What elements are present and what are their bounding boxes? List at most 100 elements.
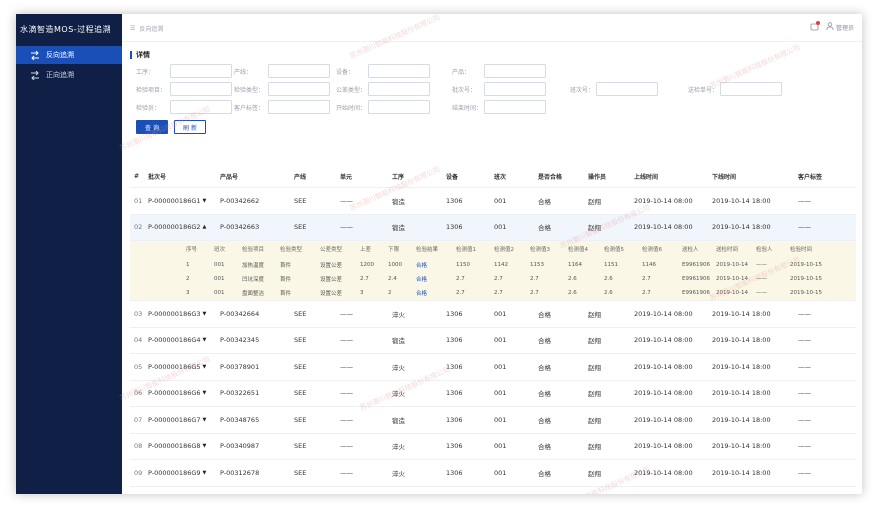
col-shift: 001 <box>494 460 506 486</box>
col-unit-text: —— <box>340 389 353 398</box>
refresh-button[interactable]: 刷 新 <box>174 120 206 134</box>
filter-row-2: 检验项目： 检验类型： 公差类型： 批次号： 班次号： 送检单号： <box>136 82 856 96</box>
col-index-text: 01 <box>134 196 143 205</box>
expand-caret-icon[interactable]: ▼ <box>202 469 207 476</box>
col-process: 锻造 <box>392 215 405 241</box>
col-qualified-text: 合格 <box>538 224 551 233</box>
table-row[interactable]: 01 P-000000186G1 ▼ P-00342662 SEE —— 锻造 1306 001… <box>130 188 856 215</box>
col-unit-text: —— <box>340 468 353 477</box>
col-tag-text: —— <box>798 442 811 451</box>
col-device: 1306 <box>446 328 463 354</box>
user-name[interactable]: 管理员 <box>835 24 854 32</box>
detail-cell: 1153 <box>530 262 544 268</box>
sidebar-item-forward-trace[interactable]: 正向追溯 <box>16 66 122 84</box>
header-col-online: 上线时间 <box>634 174 659 181</box>
col-device: 1306 <box>446 487 463 495</box>
line-input[interactable] <box>268 64 330 78</box>
col-offline: 2019-10-14 18:00 <box>712 215 771 241</box>
sidebar-item-reverse-trace[interactable]: 反向追溯 <box>16 46 122 64</box>
trace-table: # 批次号 产品号 产线 单元 工序 设备 班次 是否合格 操作员 上线时间 下线时间 客户标签 01 P… <box>130 166 856 494</box>
col-index: 04 <box>134 328 142 354</box>
col-line-text: SEE <box>294 389 307 398</box>
device-input[interactable] <box>368 64 430 78</box>
detail-header-cell: 下限 <box>388 247 400 253</box>
table-row[interactable]: 02 P-000000186G2 ▲ P-00342663 SEE —— 锻造 1306 001… <box>130 214 856 241</box>
detail-cell: 2.7 <box>530 290 539 296</box>
filter-start-time: 开始时间： <box>336 100 430 114</box>
table-row[interactable]: 08 P-000000186G8 ▼ P-00340987 SEE —— 淬火 1306 001… <box>130 434 856 460</box>
batch-input[interactable] <box>484 82 546 96</box>
col-device-text: 1306 <box>446 223 463 232</box>
col-process: 淬火 <box>392 434 405 460</box>
customer-tag-input[interactable] <box>268 100 330 114</box>
col-product-text: P-00342664 <box>220 309 260 318</box>
table-row[interactable]: 06 P-000000186G6 ▼ P-00322651 SEE —— 淬火 1306 001… <box>130 381 856 407</box>
col-process-text: 锻造 <box>392 197 405 206</box>
col-unit: —— <box>340 460 353 486</box>
col-tag: —— <box>798 487 811 495</box>
filter-product: 产品： <box>452 64 546 78</box>
detail-cell: E9961906 <box>682 262 710 268</box>
detail-header-cell: 序号 <box>186 247 198 253</box>
col-tag: —— <box>798 354 811 380</box>
col-operator-text: 赵翔 <box>588 224 601 233</box>
product-input[interactable] <box>484 64 546 78</box>
notification-icon[interactable] <box>810 21 820 32</box>
detail-row: 1 001 加热温度 首件 设置公差 1200 1000 合格 1150 1142 1153 1164… <box>130 259 856 271</box>
shift-input[interactable] <box>596 82 658 96</box>
expand-caret-icon[interactable]: ▼ <box>202 363 207 370</box>
process-input[interactable] <box>170 64 232 78</box>
table-row[interactable]: 09 P-000000186G9 ▼ P-00312678 SEE —— 淬火 1306 001… <box>130 460 856 487</box>
col-qualified-text: 合格 <box>538 363 551 372</box>
query-button[interactable]: 查 询 <box>136 120 168 134</box>
col-device: 1306 <box>446 301 463 327</box>
col-process-text: 淬火 <box>392 443 405 452</box>
col-operator: 赵翔 <box>588 381 601 407</box>
col-batch-text: P-000000186G3 <box>148 309 201 318</box>
col-unit-text: —— <box>340 442 353 451</box>
col-process: 淬火 <box>392 381 405 407</box>
inspector-input[interactable] <box>170 100 232 114</box>
table-row[interactable]: 07 P-000000186G7 ▼ P-00348765 SEE —— 锻造 1306 001… <box>130 407 856 434</box>
header-col-index: # <box>134 173 140 180</box>
col-product: P-00342662 <box>220 188 259 214</box>
col-online-text: 2019-10-14 08:00 <box>634 389 693 398</box>
col-batch-text: P-000000186G9 <box>148 468 201 477</box>
col-process-text: 锻造 <box>392 224 405 233</box>
detail-cell: 加热温度 <box>242 263 265 269</box>
end-time-input[interactable] <box>484 100 546 114</box>
detail-cell: 1000 <box>388 262 402 268</box>
col-product-text: P-00348765 <box>220 415 260 424</box>
inspect-item-input[interactable] <box>170 82 232 96</box>
tolerance-type-input[interactable] <box>368 82 430 96</box>
table-row[interactable]: 10 P-000000186GX▼ P-00349872 SEE —— 锻造 1306 001… <box>130 487 856 495</box>
col-line: SEE <box>294 487 306 495</box>
col-process: 淬火 <box>392 460 405 486</box>
detail-row: 2 001 凹坑深度 首件 设置公差 2.7 2.4 合格 2.7 2.7 2.7 2.6 2.6 2.7… <box>130 273 856 285</box>
swap-icon <box>30 50 40 60</box>
table-row[interactable]: 04 P-000000186G4 ▼ P-00342345 SEE —— 锻造 1306 001… <box>130 328 856 354</box>
collapse-caret-icon[interactable]: ▲ <box>202 224 207 231</box>
col-unit: —— <box>340 328 353 354</box>
title-bar <box>130 51 132 59</box>
detail-header-cell: 检测值5 <box>604 247 624 253</box>
inspect-type-input[interactable] <box>268 82 330 96</box>
col-offline: 2019-10-14 18:00 <box>712 434 771 460</box>
menu-icon[interactable]: ☰ <box>130 25 136 32</box>
col-line-text: SEE <box>294 362 307 371</box>
expand-caret-icon[interactable]: ▼ <box>202 310 207 317</box>
expand-caret-icon[interactable]: ▼ <box>202 443 207 450</box>
col-index-text: 04 <box>134 336 143 345</box>
expand-caret-icon[interactable]: ▼ <box>202 197 207 204</box>
expand-caret-icon[interactable]: ▼ <box>202 337 207 344</box>
expand-caret-icon[interactable]: ▼ <box>202 416 207 423</box>
start-time-input[interactable] <box>368 100 430 114</box>
col-qualified-text: 合格 <box>538 197 551 206</box>
col-line: SEE <box>294 434 306 460</box>
expand-caret-icon[interactable]: ▼ <box>202 390 207 397</box>
col-shift-text: 001 <box>494 415 507 424</box>
user-icon[interactable] <box>826 22 834 32</box>
table-row[interactable]: 05 P-000000186G5 ▼ P-00378901 SEE —— 淬火 1306 001… <box>130 354 856 381</box>
table-row[interactable]: 03 P-000000186G3 ▼ P-00342664 SEE —— 淬火 1306 001… <box>130 301 856 328</box>
delivery-no-input[interactable] <box>720 82 782 96</box>
